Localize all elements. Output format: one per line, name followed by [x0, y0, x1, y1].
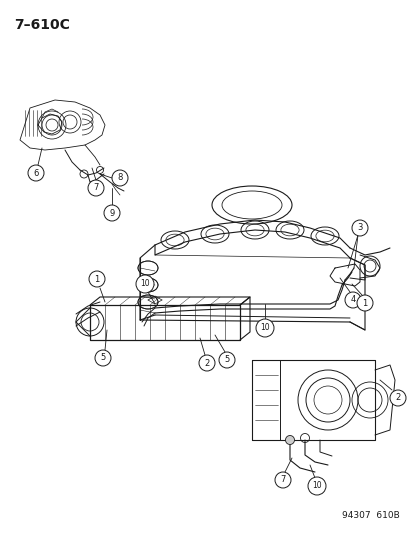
Circle shape: [255, 319, 273, 337]
Circle shape: [95, 350, 111, 366]
Text: 7: 7: [93, 183, 98, 192]
Circle shape: [136, 275, 154, 293]
Circle shape: [307, 477, 325, 495]
Circle shape: [218, 352, 235, 368]
Text: 8: 8: [117, 174, 122, 182]
Text: 10: 10: [259, 324, 269, 333]
Text: 1: 1: [94, 274, 100, 284]
Text: 10: 10: [140, 279, 150, 288]
Text: 5: 5: [100, 353, 105, 362]
Circle shape: [285, 435, 294, 445]
Circle shape: [351, 220, 367, 236]
Text: 6: 6: [33, 168, 38, 177]
Circle shape: [344, 292, 360, 308]
Circle shape: [88, 180, 104, 196]
Text: 2: 2: [204, 359, 209, 367]
Circle shape: [89, 271, 105, 287]
Text: 3: 3: [356, 223, 362, 232]
Circle shape: [199, 355, 214, 371]
Text: 10: 10: [311, 481, 321, 490]
Text: 1: 1: [361, 298, 367, 308]
Text: 9: 9: [109, 208, 114, 217]
Circle shape: [389, 390, 405, 406]
Circle shape: [28, 165, 44, 181]
Text: 5: 5: [224, 356, 229, 365]
Circle shape: [104, 205, 120, 221]
Text: 2: 2: [394, 393, 400, 402]
Text: 7: 7: [280, 475, 285, 484]
Circle shape: [274, 472, 290, 488]
Text: 94307  610B: 94307 610B: [342, 511, 399, 520]
Circle shape: [356, 295, 372, 311]
Circle shape: [112, 170, 128, 186]
Text: 7–610C: 7–610C: [14, 18, 70, 32]
Text: 4: 4: [349, 295, 355, 304]
